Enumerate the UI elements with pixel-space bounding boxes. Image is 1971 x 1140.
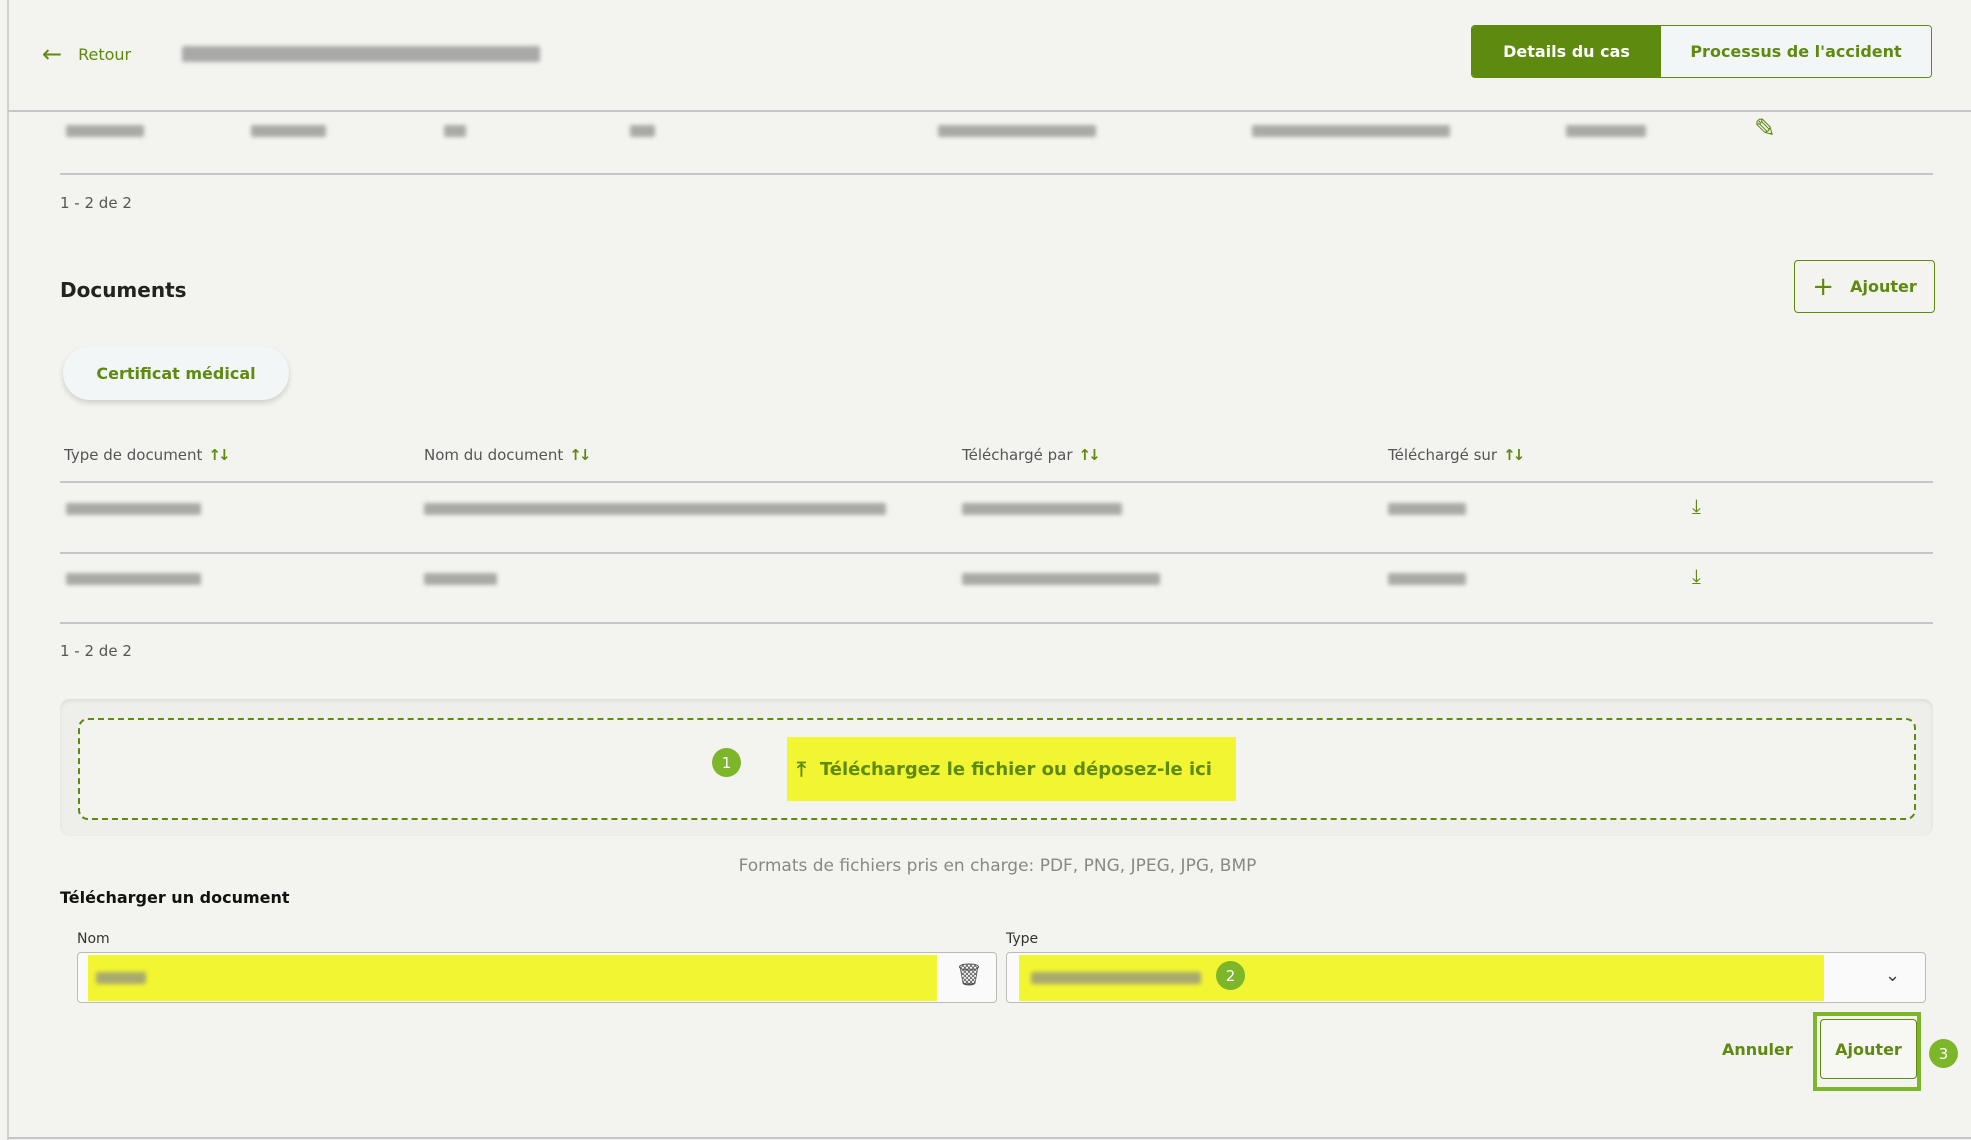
column-header-type[interactable]: Type de document ↑↓ — [64, 446, 231, 464]
annotation-badge-2: 2 — [1216, 961, 1245, 990]
back-button[interactable]: ← Retour — [42, 40, 132, 68]
download-icon[interactable]: ⤓ — [1692, 564, 1701, 588]
trash-icon[interactable]: 🗑 — [955, 963, 983, 988]
annotation-badge-3: 3 — [1929, 1039, 1958, 1068]
header-divider — [8, 110, 1971, 112]
header-divider — [60, 481, 1933, 483]
type-value-redacted — [1031, 972, 1201, 984]
tab-processus-accident[interactable]: Processus de l'accident — [1661, 26, 1931, 77]
add-document-button[interactable]: + Ajouter — [1794, 260, 1935, 313]
bottom-divider — [8, 1137, 1971, 1139]
upload-section-title: Télécharger un document — [60, 888, 290, 907]
column-header-par[interactable]: Téléchargé par ↑↓ — [962, 446, 1101, 464]
row-divider — [60, 622, 1933, 624]
file-dropzone[interactable] — [78, 718, 1916, 820]
column-header-nom[interactable]: Nom du document ↑↓ — [424, 446, 591, 464]
cancel-button[interactable]: Annuler — [1722, 1040, 1793, 1059]
top-table-pagination: 1 - 2 de 2 — [60, 194, 132, 212]
annotation-badge-1: 1 — [712, 748, 741, 777]
row-divider — [60, 173, 1933, 175]
name-value-redacted — [96, 972, 146, 984]
row-divider — [60, 552, 1933, 554]
sort-icon: ↑↓ — [569, 446, 591, 464]
submit-add-button[interactable]: Ajouter — [1820, 1019, 1917, 1079]
documents-title: Documents — [60, 278, 187, 302]
left-border — [7, 0, 9, 1140]
type-label: Type — [1006, 931, 1039, 947]
tab-details-du-cas[interactable]: Details du cas — [1472, 26, 1661, 77]
documents-pagination: 1 - 2 de 2 — [60, 642, 132, 660]
arrow-left-icon: ← — [42, 40, 63, 68]
chevron-down-icon[interactable]: ⌄ — [1885, 965, 1901, 986]
supported-formats: Formats de fichiers pris en charge: PDF,… — [738, 856, 1257, 876]
view-tabs: Details du cas Processus de l'accident — [1471, 25, 1932, 78]
column-header-sur[interactable]: Téléchargé sur ↑↓ — [1388, 446, 1525, 464]
filter-chip-certificat[interactable]: Certificat médical — [63, 346, 289, 400]
edit-pencil-icon[interactable]: ✎ — [1754, 114, 1776, 144]
name-input[interactable]: 🗑 — [77, 952, 997, 1003]
case-title-redacted — [182, 46, 540, 62]
sort-icon: ↑↓ — [208, 446, 230, 464]
submit-highlight-box — [1813, 1012, 1921, 1091]
sort-icon: ↑↓ — [1078, 446, 1101, 464]
name-label: Nom — [77, 931, 110, 947]
type-select[interactable]: ⌄ — [1006, 952, 1926, 1003]
sort-icon: ↑↓ — [1503, 446, 1525, 464]
upload-icon: ⤒ — [797, 757, 806, 781]
name-input-highlight — [88, 955, 937, 1001]
upload-file-button[interactable]: ⤒ Téléchargez le fichier ou déposez-le i… — [787, 737, 1236, 801]
plus-icon: + — [1812, 271, 1835, 302]
download-icon[interactable]: ⤓ — [1692, 494, 1701, 518]
